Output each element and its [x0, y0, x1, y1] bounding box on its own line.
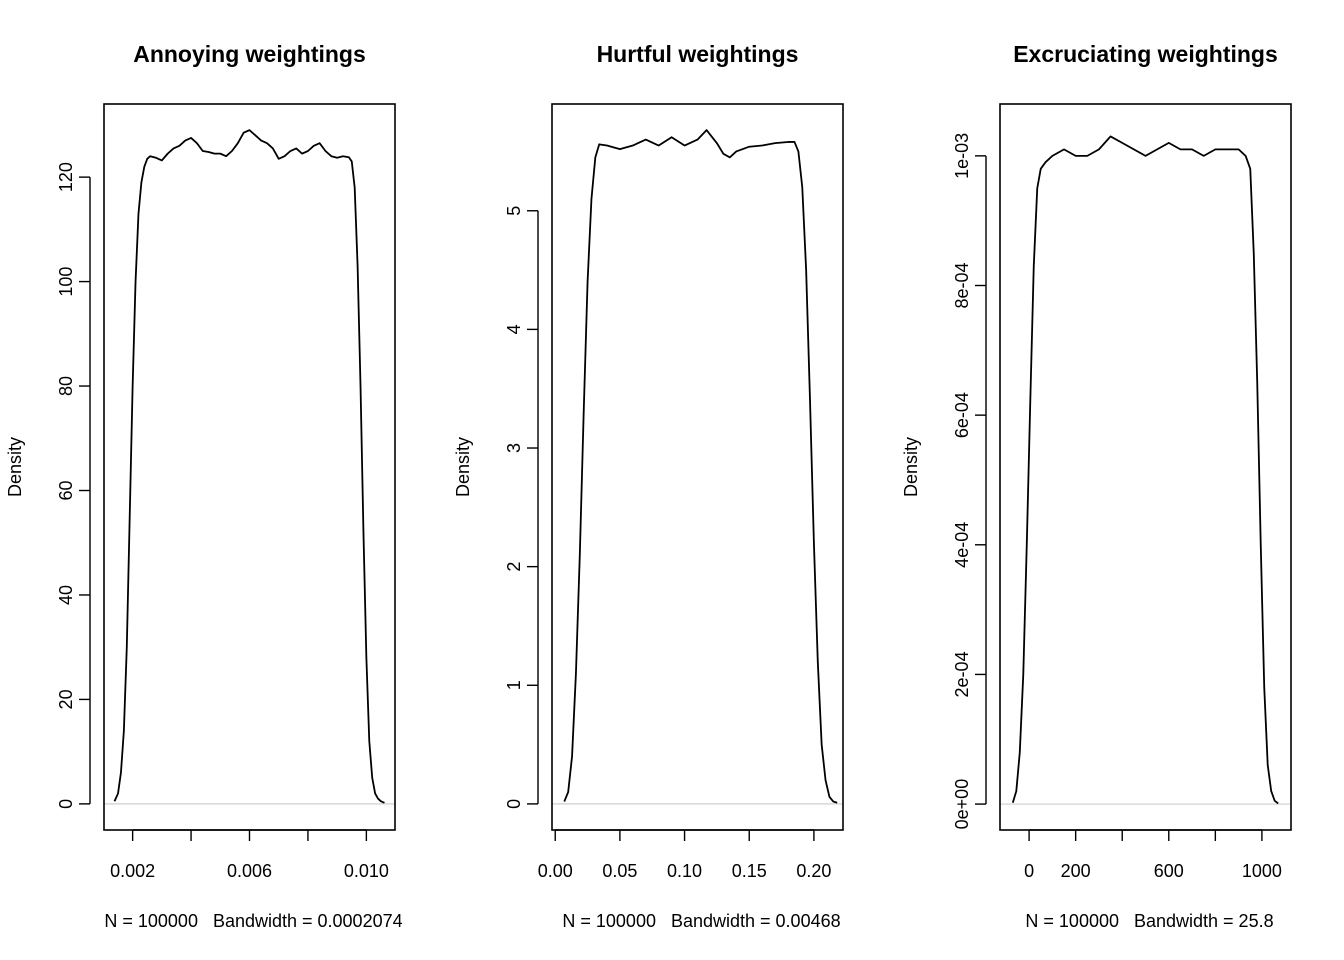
y-tick-label: 4	[504, 324, 524, 334]
x-tick-label: 0.006	[227, 861, 272, 881]
x-tick-label: 600	[1154, 861, 1184, 881]
y-tick-label: 0	[504, 799, 524, 809]
y-tick-label: 8e-04	[952, 262, 972, 308]
y-tick-label: 2e-04	[952, 651, 972, 697]
y-tick-label: 6e-04	[952, 392, 972, 438]
x-axis-label: N = 100000 Bandwidth = 0.00468	[562, 911, 840, 931]
x-tick-label: 0.002	[110, 861, 155, 881]
y-tick-label: 20	[56, 689, 76, 709]
x-tick-label: 0.00	[538, 861, 573, 881]
y-tick-label: 0	[56, 799, 76, 809]
y-tick-label: 120	[56, 162, 76, 192]
y-tick-label: 100	[56, 267, 76, 297]
density-curve	[563, 129, 838, 804]
y-axis-label: Density	[5, 437, 25, 497]
x-tick-label: 0.05	[602, 861, 637, 881]
density-curve	[1011, 135, 1279, 805]
chart-title: Excruciating weightings	[1013, 41, 1278, 67]
plot-frame	[103, 103, 396, 831]
x-axis-label: N = 100000 Bandwidth = 0.0002074	[104, 911, 402, 931]
x-tick-label: 0	[1024, 861, 1034, 881]
y-tick-label: 0e+00	[952, 779, 972, 830]
y-tick-label: 1	[504, 680, 524, 690]
density-panel-1: Annoying weightings 0.002 0.006 0.010 0 20 40 6…	[5, 41, 403, 931]
plot-frame	[999, 103, 1292, 831]
y-axis-label: Density	[901, 437, 921, 497]
y-tick-label: 4e-04	[952, 522, 972, 568]
y-tick-label: 40	[56, 585, 76, 605]
y-tick-label: 5	[504, 206, 524, 216]
y-tick-label: 60	[56, 480, 76, 500]
density-curve	[113, 129, 385, 804]
x-tick-label: 1000	[1242, 861, 1282, 881]
y-tick-label: 2	[504, 562, 524, 572]
y-tick-label: 80	[56, 376, 76, 396]
x-tick-label: 0.10	[667, 861, 702, 881]
density-panel-2: Hurtful weightings 0.00 0.05 0.10 0.15 0.20 0 1…	[453, 41, 844, 931]
x-axis-label: N = 100000 Bandwidth = 25.8	[1025, 911, 1273, 931]
x-tick-label: 0.15	[732, 861, 767, 881]
x-tick-label: 0.20	[796, 861, 831, 881]
y-tick-label: 1e-03	[952, 133, 972, 179]
chart-title: Hurtful weightings	[597, 41, 799, 67]
x-tick-label: 200	[1061, 861, 1091, 881]
plot-frame	[551, 103, 844, 831]
chart-title: Annoying weightings	[133, 41, 366, 67]
y-axis-label: Density	[453, 437, 473, 497]
density-panel-3: Excruciating weightings 0 200 600 1000 0e+00 2…	[901, 41, 1292, 931]
y-tick-label: 3	[504, 443, 524, 453]
x-tick-label: 0.010	[344, 861, 389, 881]
